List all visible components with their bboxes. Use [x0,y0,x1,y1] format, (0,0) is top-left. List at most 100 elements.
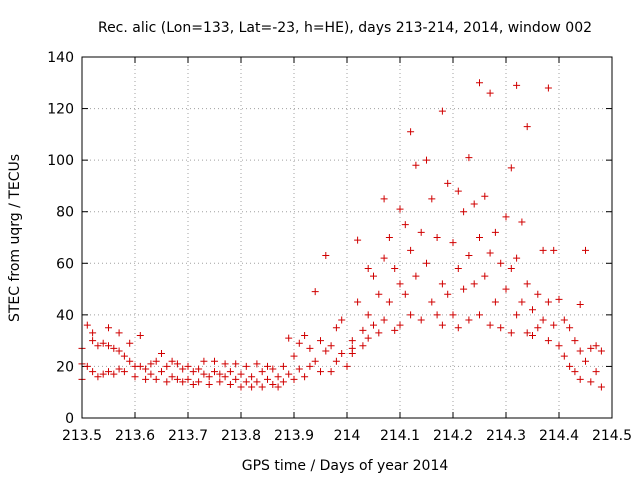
data-point [423,259,430,267]
data-point [258,383,266,391]
data-point [290,352,298,360]
data-point [465,252,473,260]
data-point [232,375,240,383]
data-point [359,342,367,350]
data-point [449,239,457,247]
data-point [534,290,542,298]
data-point [550,321,558,329]
chart-title: Rec. alic (Lon=133, Lat=-23, h=HE), days… [98,20,592,36]
data-point [417,316,425,324]
data-point [179,365,187,373]
data-point [391,326,399,334]
data-point [375,329,383,337]
data-point [136,362,144,370]
y-tick-label: 20 [56,359,74,375]
data-point [152,375,160,383]
data-point [444,290,452,298]
data-point [232,360,240,368]
data-point [338,316,346,324]
data-point [248,383,256,391]
data-point [327,368,335,376]
x-axis-label: GPS time / Days of year 2014 [242,458,449,474]
y-tick-label: 40 [56,308,74,324]
x-tick-label: 213.5 [62,428,102,444]
data-point [99,339,107,347]
data-point [94,342,102,350]
data-point [523,329,531,337]
data-point [274,383,282,391]
data-point [152,357,160,365]
data-point [110,370,118,378]
x-tick-label: 214.3 [486,428,526,444]
data-point [560,352,568,360]
data-point [163,378,171,386]
data-point [306,362,314,370]
data-point [380,195,388,203]
data-point [348,337,356,345]
data-point [587,344,595,352]
data-point [438,321,446,329]
data-point [179,378,187,386]
data-point [173,360,181,368]
data-point [502,285,510,293]
data-point [211,368,218,376]
data-point [465,154,473,162]
data-point [189,368,197,376]
data-point [216,378,224,386]
data-point [380,316,388,324]
data-point [454,187,462,195]
data-point [295,365,303,373]
data-point [407,311,415,319]
data-point [242,362,250,370]
x-tick-label: 214.5 [592,428,632,444]
data-point [460,285,468,293]
data-point [332,324,340,332]
data-point [582,357,589,365]
data-point [301,373,309,381]
data-point [253,378,261,386]
data-point [264,375,271,383]
data-point [396,321,404,329]
data-point [269,380,277,388]
data-point [491,298,499,306]
data-point [576,301,584,309]
data-point [105,368,112,376]
data-point [99,370,107,378]
data-point [221,373,229,381]
data-point [83,362,91,370]
data-point [507,264,515,272]
data-point [158,350,165,358]
data-point [449,311,457,319]
data-point [89,337,97,345]
data-point [454,264,462,272]
data-point [269,365,277,373]
data-point [354,298,362,306]
data-point [184,375,192,383]
data-point [385,298,393,306]
data-point [470,200,478,208]
data-point [438,280,446,288]
y-tick-label: 80 [56,205,74,221]
data-point [370,272,377,280]
data-point [476,234,483,241]
data-point [481,192,489,200]
x-tick-label: 214.4 [539,428,579,444]
data-point [560,316,568,324]
data-point [285,334,293,342]
data-point [142,375,150,383]
data-point [433,234,441,241]
y-tick-label: 60 [56,256,74,272]
data-point [89,368,97,376]
data-point [142,365,150,373]
data-point [317,368,324,376]
data-point [364,311,372,319]
data-point [375,290,383,298]
data-point [539,316,547,324]
data-point [423,156,430,164]
data-point [322,347,330,355]
data-point [311,357,319,365]
data-point [195,365,203,373]
data-point [163,362,171,370]
data-point [126,357,134,365]
